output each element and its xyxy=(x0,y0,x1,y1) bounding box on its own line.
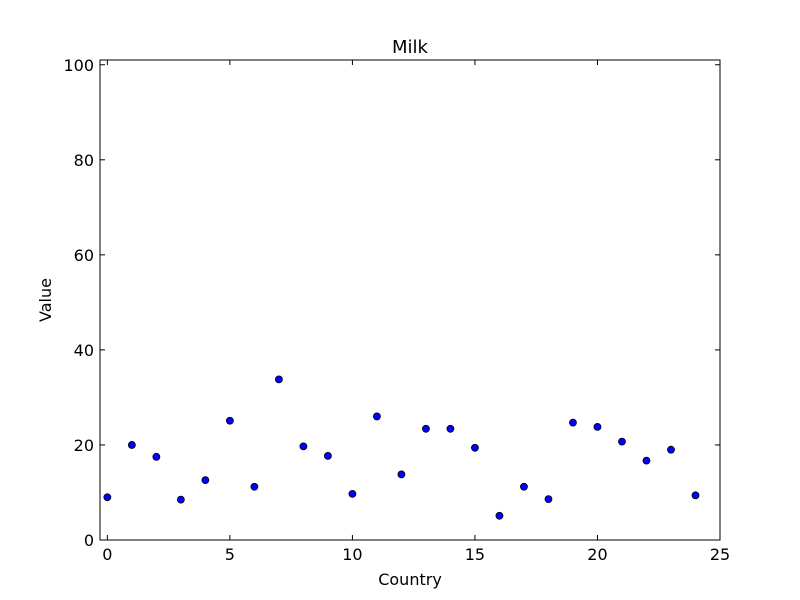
data-point xyxy=(348,490,357,498)
x-tick-label: 20 xyxy=(587,545,607,564)
data-point xyxy=(324,451,332,460)
y-tick-label: 100 xyxy=(63,56,94,75)
data-point xyxy=(103,493,112,502)
data-point xyxy=(446,424,455,433)
data-point xyxy=(495,511,504,520)
data-point xyxy=(201,476,210,485)
data-point xyxy=(422,424,430,433)
y-tick-label: 20 xyxy=(74,436,94,455)
y-tick-label: 0 xyxy=(84,531,94,550)
data-point xyxy=(397,470,406,479)
data-point xyxy=(520,482,528,491)
data-point xyxy=(250,482,259,491)
data-point xyxy=(642,456,651,465)
data-point xyxy=(593,422,602,431)
x-tick-label: 25 xyxy=(710,545,730,564)
data-point xyxy=(667,445,675,454)
data-point xyxy=(691,491,700,500)
data-point xyxy=(544,495,553,504)
data-point xyxy=(152,452,161,461)
y-tick-label: 60 xyxy=(74,246,94,265)
data-point xyxy=(471,443,479,452)
data-point xyxy=(225,416,234,425)
data-point xyxy=(176,495,185,504)
data-point xyxy=(127,441,136,449)
x-tick-label: 0 xyxy=(102,545,112,564)
x-tick-label: 15 xyxy=(465,545,485,564)
x-axis-label: Country xyxy=(378,570,442,589)
data-point xyxy=(274,375,283,384)
x-tick-label: 10 xyxy=(342,545,362,564)
y-tick-label: 80 xyxy=(74,151,94,170)
plot-frame xyxy=(99,59,721,541)
data-point xyxy=(373,412,381,421)
ticks-layer: 0 5 10 15 20 25 0 20 40 60 80 100 xyxy=(63,56,730,564)
y-tick-label: 40 xyxy=(74,341,94,360)
points-layer xyxy=(103,375,700,520)
x-tick-label: 5 xyxy=(225,545,235,564)
data-point xyxy=(618,437,626,446)
y-axis-label: Value xyxy=(36,278,55,322)
chart-title: Milk xyxy=(392,37,429,58)
data-point xyxy=(299,442,308,451)
data-point xyxy=(569,418,577,427)
